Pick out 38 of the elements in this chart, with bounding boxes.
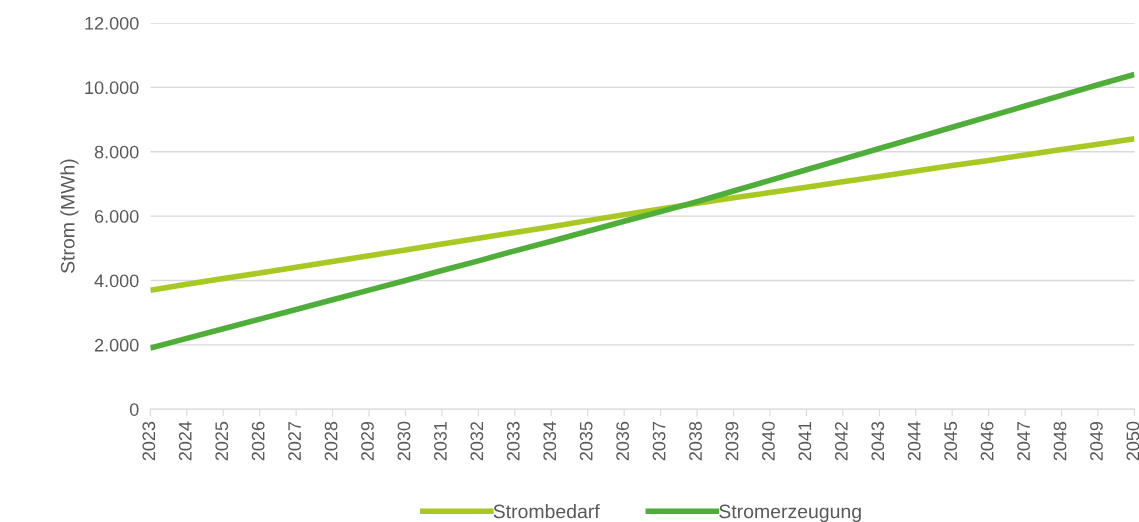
x-tick-label: 2046 — [980, 421, 994, 461]
x-tick-label: 2035 — [579, 421, 593, 461]
x-tick-label: 2027 — [288, 421, 301, 461]
x-tick-label: 2037 — [652, 421, 666, 461]
legend-label: Stromerzeugung — [719, 504, 861, 522]
x-tick-label: 2024 — [178, 421, 192, 461]
x-tick-label: 2029 — [361, 421, 374, 461]
x-tick-label: 2050 — [1126, 421, 1139, 461]
y-tick-label: 6.000 — [94, 210, 139, 223]
y-tick-label: 10.000 — [85, 81, 139, 95]
x-tick-label: 2032 — [470, 421, 484, 461]
x-tick-label: 2041 — [798, 421, 812, 461]
x-tick-label: 2023 — [142, 421, 156, 461]
x-tick-label: 2040 — [762, 421, 775, 461]
y-tick-label: 0 — [129, 403, 139, 416]
y-tick-label: 4.000 — [94, 274, 139, 288]
x-tick-label: 2049 — [1090, 421, 1103, 461]
y-axis-title: Strom (MWh) — [60, 159, 79, 274]
y-tick-label: 2.000 — [94, 338, 139, 352]
x-tick-label: 2026 — [251, 421, 265, 461]
x-tick-label: 2048 — [1053, 421, 1067, 461]
x-tick-label: 2030 — [397, 421, 411, 461]
x-tick-label: 2036 — [616, 421, 630, 461]
x-tick-label: 2043 — [871, 421, 885, 461]
legend-label: Strombedarf — [493, 504, 600, 519]
x-tick-label: 2028 — [324, 421, 338, 461]
y-tick-label: 8.000 — [94, 145, 139, 159]
x-tick-label: 2042 — [834, 421, 848, 461]
x-tick-label: 2044 — [907, 421, 921, 461]
x-tick-label: 2031 — [433, 421, 447, 461]
x-tick-label: 2025 — [215, 421, 229, 461]
x-tick-label: 2039 — [725, 421, 739, 461]
x-tick-label: 2034 — [543, 421, 557, 461]
y-tick-label: 12.000 — [85, 16, 139, 30]
x-tick-label: 2038 — [689, 421, 702, 461]
x-tick-label: 2045 — [944, 421, 958, 461]
x-tick-label: 2033 — [506, 421, 520, 461]
x-tick-label: 2047 — [1017, 421, 1030, 461]
